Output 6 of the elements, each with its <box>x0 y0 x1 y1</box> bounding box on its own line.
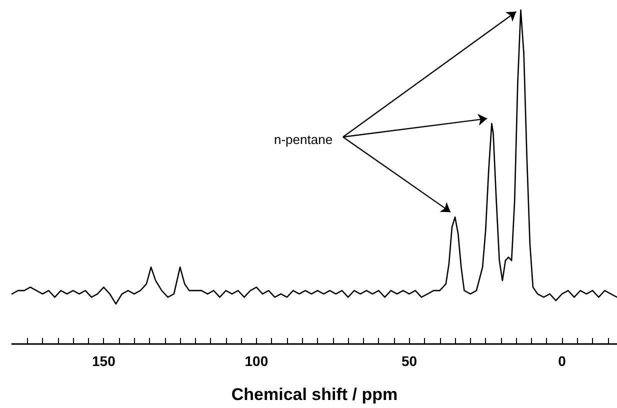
x-tick-label: 100 <box>244 353 268 369</box>
x-axis-title: Chemical shift / ppm <box>231 385 398 404</box>
x-tick-label: 0 <box>558 353 566 369</box>
x-tick-label: 50 <box>401 353 418 369</box>
x-tick-label: 150 <box>92 353 116 369</box>
annotation: n-pentane <box>274 132 333 147</box>
